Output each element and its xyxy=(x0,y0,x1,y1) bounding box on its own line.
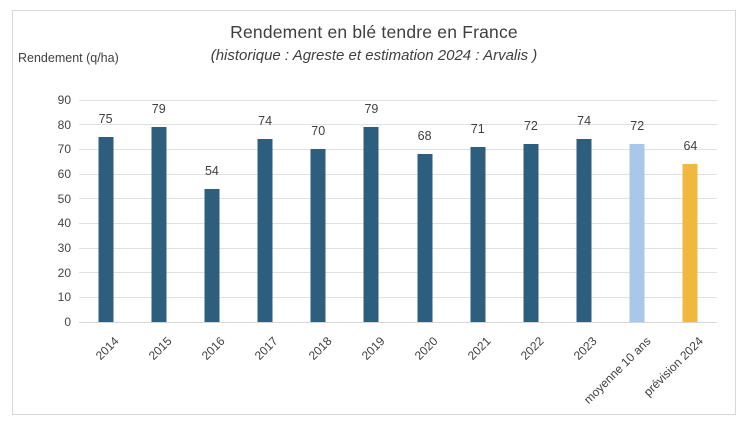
bar-value-2018: 70 xyxy=(311,124,326,139)
x-tick-label-2015: 2015 xyxy=(145,334,175,363)
bar-2015 xyxy=(151,127,167,322)
gridline-60 xyxy=(79,173,717,175)
x-tick-label-2019: 2019 xyxy=(358,334,388,363)
bar-slot-2023: 74 xyxy=(558,100,611,322)
bar-2020 xyxy=(417,154,433,322)
bar-value-2014: 75 xyxy=(98,112,113,126)
gridline-70 xyxy=(79,148,717,150)
x-tick-label-2017: 2017 xyxy=(252,334,281,363)
bar-value-2019: 79 xyxy=(364,102,379,117)
bar-2022 xyxy=(523,144,539,322)
y-tick-label-60: 60 xyxy=(57,167,71,181)
bar-prévision 2024 xyxy=(682,164,698,322)
bar-2018 xyxy=(310,149,326,322)
bar-slot-2017: 74 xyxy=(239,100,292,322)
y-axis-title: Rendement (q/ha) xyxy=(18,51,119,65)
bar-slot-2014: 75 xyxy=(79,100,132,322)
bar-2016 xyxy=(204,188,220,322)
bar-slot-2022: 72 xyxy=(504,100,557,322)
x-tick-label-2023: 2023 xyxy=(571,334,600,363)
x-tick-label-2020: 2020 xyxy=(411,334,441,363)
y-tick-label-50: 50 xyxy=(57,191,71,206)
y-tick-label-0: 0 xyxy=(64,315,71,329)
gridline-30 xyxy=(79,247,717,249)
gridline-20 xyxy=(79,272,717,274)
y-tick-label-90: 90 xyxy=(57,93,71,107)
gridline-90 xyxy=(79,99,717,101)
bar-value-2021: 71 xyxy=(470,121,485,136)
chart-frame: Rendement en blé tendre en France (histo… xyxy=(12,10,736,415)
y-tick-label-20: 20 xyxy=(57,265,71,280)
chart-subtitle: (historique : Agreste et estimation 2024… xyxy=(210,47,538,64)
bar-slot-2016: 54 xyxy=(185,100,238,322)
bar-2019 xyxy=(363,127,379,322)
bar-value-2015: 79 xyxy=(151,102,166,117)
bar-slot-2020: 68 xyxy=(398,100,451,322)
x-tick-label-2021: 2021 xyxy=(464,334,494,363)
bar-value-2023: 74 xyxy=(577,114,592,129)
bar-value-2022: 72 xyxy=(523,119,538,134)
bar-moyenne 10 ans xyxy=(629,144,645,322)
y-tick-label-40: 40 xyxy=(57,216,71,231)
bar-slot-2019: 79 xyxy=(345,100,398,322)
gridline-10 xyxy=(79,296,717,298)
chart-title: Rendement en blé tendre en France xyxy=(230,22,518,42)
plot-area: 2014 75 2015 79 2016 54 2017 74 2018 70 2019 79 2020… xyxy=(79,99,717,407)
y-tick-label-70: 70 xyxy=(57,142,71,157)
gridline-0 xyxy=(79,321,717,323)
bar-2023 xyxy=(576,139,592,322)
bar-value-2020: 68 xyxy=(417,129,432,144)
gridline-50 xyxy=(79,198,717,200)
gridline-80 xyxy=(79,124,717,126)
y-tick-label-80: 80 xyxy=(57,117,71,132)
bar-2017 xyxy=(257,139,273,322)
x-tick-label-2014: 2014 xyxy=(92,334,122,363)
bar-value-2017: 74 xyxy=(258,114,273,129)
bar-slot-prévision 2024: 64 xyxy=(664,100,717,322)
bar-slot-2021: 71 xyxy=(451,100,504,322)
bar-value-prévision 2024: 64 xyxy=(683,139,698,154)
x-tick-label-2016: 2016 xyxy=(199,334,228,363)
bar-2014 xyxy=(98,137,114,322)
gridline-40 xyxy=(79,222,717,224)
bar-value-2016: 54 xyxy=(204,163,219,178)
x-tick-label-2022: 2022 xyxy=(518,334,547,363)
bar-slot-2015: 79 xyxy=(132,100,185,322)
bar-slot-moyenne 10 ans: 72 xyxy=(611,100,664,322)
bar-2021 xyxy=(470,146,486,322)
y-tick-label-30: 30 xyxy=(57,241,71,255)
x-tick-label-2018: 2018 xyxy=(305,334,335,363)
bar-slot-2018: 70 xyxy=(292,100,345,322)
bar-value-moyenne 10 ans: 72 xyxy=(630,119,645,134)
y-tick-label-10: 10 xyxy=(57,290,71,305)
